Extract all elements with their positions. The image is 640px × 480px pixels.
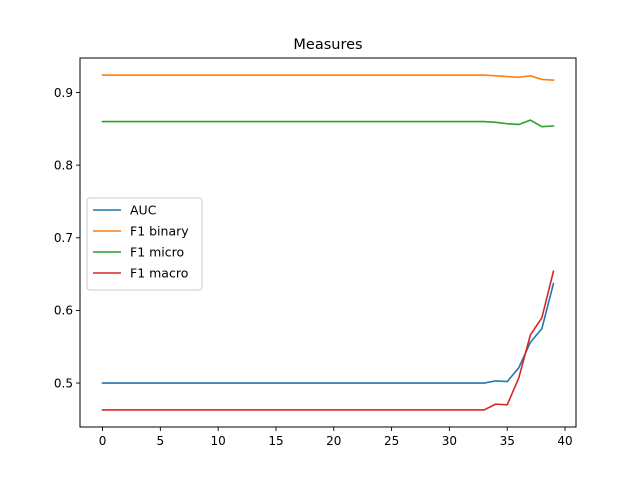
- series-line-f1-micro: [101, 119, 555, 128]
- y-tick-label: 0.7: [54, 231, 73, 245]
- y-tick-label: 0.9: [54, 86, 73, 100]
- series-line-auc: [101, 282, 555, 384]
- x-tick-label: 30: [442, 434, 457, 448]
- series-layer: [101, 74, 555, 411]
- plot-frame: [79, 57, 577, 428]
- x-axis: 0 5 10 15 20 25 30 35 40: [99, 427, 573, 448]
- series-line-f1-macro: [101, 270, 555, 411]
- x-tick-label: 40: [557, 434, 572, 448]
- chart-title: Measures: [293, 37, 362, 53]
- series-line-f1-binary: [101, 74, 555, 81]
- x-tick-label: 5: [157, 434, 165, 448]
- y-tick-label: 0.5: [54, 376, 73, 390]
- y-axis: 0.5 0.6 0.7 0.8 0.9: [54, 86, 80, 390]
- y-tick-label: 0.6: [54, 304, 73, 318]
- x-tick-label: 35: [500, 434, 515, 448]
- x-tick-label: 25: [384, 434, 399, 448]
- x-tick-label: 10: [211, 434, 226, 448]
- legend-label-f1-micro: F1 micro: [130, 245, 184, 260]
- legend-label-auc: AUC: [130, 203, 157, 218]
- legend-label-f1-macro: F1 macro: [130, 266, 188, 281]
- y-tick-label: 0.8: [54, 158, 73, 172]
- x-tick-label: 0: [99, 434, 107, 448]
- x-tick-label: 15: [268, 434, 283, 448]
- legend-box: [86, 197, 203, 291]
- legend-label-f1-binary: F1 binary: [130, 224, 189, 239]
- x-tick-label: 20: [326, 434, 341, 448]
- legend: AUC F1 binary F1 micro F1 macro: [86, 197, 203, 291]
